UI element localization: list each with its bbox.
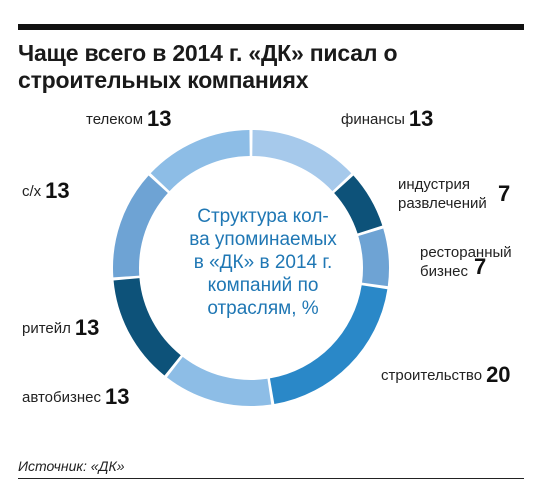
label-telecom: телеком 13 [86, 108, 172, 130]
donut-slice-0 [252, 130, 352, 192]
label-restaurant: ресторанный бизнес [420, 243, 520, 281]
center-caption: Структура кол- ва упоминаемых в «ДК» в 2… [163, 205, 363, 320]
chart-title: Чаще всего в 2014 г. «ДК» писал о строит… [18, 40, 518, 94]
title-line-2: строительных компаниях [18, 67, 309, 93]
label-restaurant-value: 7 [474, 254, 487, 279]
label-auto: автобизнес 13 [22, 386, 129, 408]
label-agro-name: с/х [22, 183, 42, 200]
label-entertainment-value-wrap: 7 [494, 183, 510, 205]
label-construction: строительство 20 [381, 364, 511, 386]
title-line-1: Чаще всего в 2014 г. «ДК» писал о [18, 40, 398, 66]
donut-slice-4 [166, 356, 272, 406]
center-line-4: компаний по [207, 275, 319, 296]
top-rule [18, 24, 524, 30]
label-auto-value: 13 [105, 384, 130, 409]
label-entertainment-value: 7 [498, 181, 511, 206]
donut-slice-5 [113, 278, 181, 376]
label-construction-value: 20 [486, 362, 511, 387]
label-telecom-value: 13 [147, 106, 172, 131]
donut-slice-3 [269, 285, 388, 405]
center-line-2: ва упоминаемых [189, 229, 337, 250]
label-finance-name: финансы [341, 111, 405, 128]
center-line-5: отраслям, % [207, 298, 319, 319]
center-line-3: в «ДК» в 2014 г. [193, 252, 333, 273]
label-retail: ритейл 13 [22, 317, 99, 339]
label-telecom-name: телеком [86, 111, 144, 128]
label-construction-name: строительство [381, 367, 483, 384]
label-restaurant-value-wrap: 7 [470, 256, 486, 278]
label-entertainment-name: индустрия развлечений [398, 176, 487, 212]
label-finance: финансы 13 [341, 108, 433, 130]
label-restaurant-name: ресторанный бизнес [420, 244, 512, 280]
label-retail-name: ритейл [22, 320, 71, 337]
label-retail-value: 13 [74, 315, 100, 340]
donut-slice-2 [358, 228, 389, 287]
label-agro-value: 13 [45, 178, 70, 203]
source-note: Источник: «ДК» [18, 458, 125, 474]
label-finance-value: 13 [408, 106, 434, 131]
bottom-rule [18, 478, 524, 479]
center-line-1: Структура кол- [197, 206, 329, 227]
label-auto-name: автобизнес [22, 389, 101, 406]
donut-slice-6 [112, 175, 168, 278]
label-entertainment: индустрия развлечений [398, 175, 516, 213]
donut-slice-1 [334, 175, 383, 234]
label-agro: с/х 13 [22, 180, 70, 202]
donut-slice-7 [150, 130, 250, 192]
